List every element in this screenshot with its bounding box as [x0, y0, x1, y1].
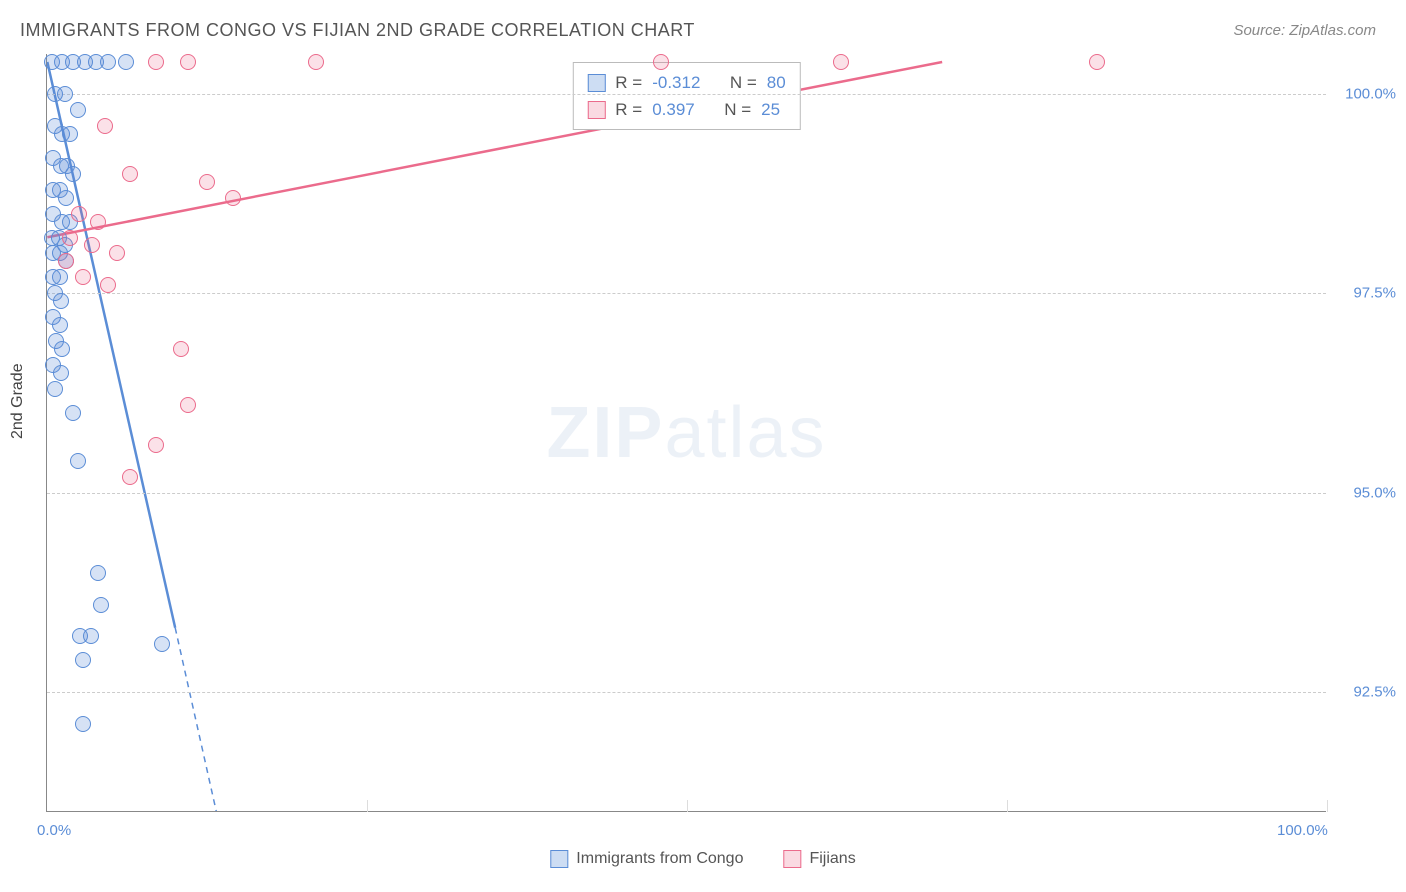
- scatter-point: [65, 405, 81, 421]
- stats-row: R = -0.312 N = 80: [587, 69, 785, 96]
- gridline-v: [1327, 800, 1328, 812]
- legend-swatch-blue: [550, 850, 568, 868]
- scatter-point: [70, 453, 86, 469]
- watermark: ZIPatlas: [546, 392, 826, 474]
- scatter-point: [70, 102, 86, 118]
- scatter-point: [53, 293, 69, 309]
- scatter-point: [180, 397, 196, 413]
- scatter-point: [93, 597, 109, 613]
- scatter-point: [53, 365, 69, 381]
- stats-box: R = -0.312 N = 80 R = 0.397 N = 25: [572, 62, 800, 130]
- scatter-point: [71, 206, 87, 222]
- watermark-light: atlas: [664, 393, 826, 473]
- legend-label-congo: Immigrants from Congo: [576, 850, 743, 868]
- legend-item-fijians: Fijians: [783, 850, 855, 868]
- gridline-v: [1007, 800, 1008, 812]
- scatter-point: [62, 126, 78, 142]
- chart-plot-area: ZIPatlas R = -0.312 N = 80 R = 0.397 N =…: [46, 54, 1326, 812]
- chart-title: IMMIGRANTS FROM CONGO VS FIJIAN 2ND GRAD…: [20, 20, 695, 41]
- stats-swatch: [587, 74, 605, 92]
- scatter-point: [100, 277, 116, 293]
- scatter-point: [100, 54, 116, 70]
- scatter-point: [75, 716, 91, 732]
- y-tick-label: 100.0%: [1336, 85, 1396, 102]
- watermark-bold: ZIP: [546, 393, 664, 473]
- trend-lines: [47, 54, 1326, 811]
- scatter-point: [97, 118, 113, 134]
- x-tick-label: 0.0%: [37, 822, 71, 839]
- scatter-point: [84, 237, 100, 253]
- legend-item-congo: Immigrants from Congo: [550, 850, 743, 868]
- scatter-point: [308, 54, 324, 70]
- scatter-point: [173, 341, 189, 357]
- scatter-point: [1089, 54, 1105, 70]
- gridline-h: [47, 493, 1326, 494]
- scatter-point: [47, 381, 63, 397]
- stats-swatch: [587, 101, 605, 119]
- n-value: 80: [767, 69, 786, 96]
- scatter-point: [180, 54, 196, 70]
- scatter-point: [52, 269, 68, 285]
- r-label: R =: [615, 96, 642, 123]
- scatter-point: [62, 230, 78, 246]
- scatter-point: [199, 174, 215, 190]
- scatter-point: [54, 341, 70, 357]
- y-axis-label: 2nd Grade: [9, 363, 27, 439]
- scatter-point: [148, 54, 164, 70]
- scatter-point: [57, 86, 73, 102]
- y-tick-label: 92.5%: [1336, 684, 1396, 701]
- r-value: 0.397: [652, 96, 695, 123]
- scatter-point: [154, 636, 170, 652]
- gridline-v: [367, 800, 368, 812]
- scatter-point: [90, 565, 106, 581]
- scatter-point: [52, 317, 68, 333]
- n-label: N =: [724, 96, 751, 123]
- x-tick-label: 100.0%: [1277, 822, 1328, 839]
- r-label: R =: [615, 69, 642, 96]
- scatter-point: [118, 54, 134, 70]
- y-tick-label: 95.0%: [1336, 484, 1396, 501]
- scatter-point: [75, 652, 91, 668]
- scatter-point: [122, 469, 138, 485]
- scatter-point: [109, 245, 125, 261]
- r-value: -0.312: [652, 69, 700, 96]
- legend-swatch-pink: [783, 850, 801, 868]
- stats-row: R = 0.397 N = 25: [587, 96, 785, 123]
- y-tick-label: 97.5%: [1336, 285, 1396, 302]
- scatter-point: [58, 253, 74, 269]
- scatter-point: [122, 166, 138, 182]
- legend-label-fijians: Fijians: [809, 850, 855, 868]
- gridline-h: [47, 94, 1326, 95]
- gridline-h: [47, 293, 1326, 294]
- scatter-point: [58, 190, 74, 206]
- n-label: N =: [730, 69, 757, 96]
- scatter-point: [75, 269, 91, 285]
- bottom-legend: Immigrants from Congo Fijians: [550, 850, 855, 868]
- scatter-point: [148, 437, 164, 453]
- scatter-point: [83, 628, 99, 644]
- scatter-point: [65, 166, 81, 182]
- scatter-point: [225, 190, 241, 206]
- n-value: 25: [761, 96, 780, 123]
- scatter-point: [653, 54, 669, 70]
- gridline-v: [687, 800, 688, 812]
- scatter-point: [833, 54, 849, 70]
- scatter-point: [90, 214, 106, 230]
- source-attribution: Source: ZipAtlas.com: [1233, 22, 1376, 39]
- gridline-h: [47, 692, 1326, 693]
